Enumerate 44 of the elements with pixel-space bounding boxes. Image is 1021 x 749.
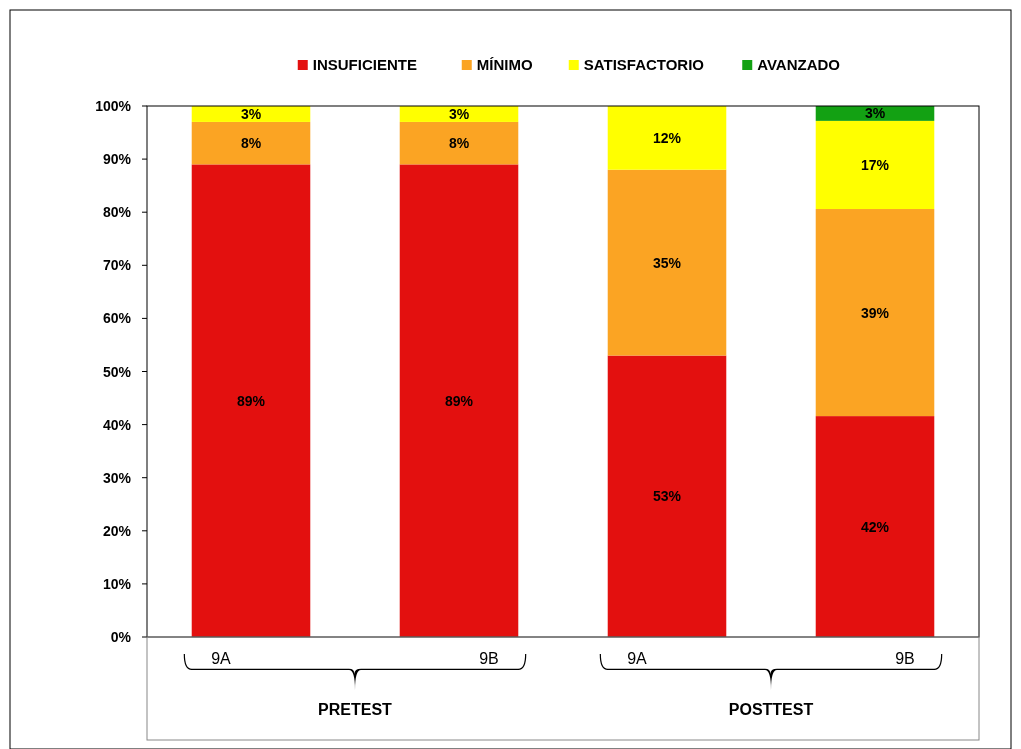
data-label: 89% <box>236 392 266 409</box>
bar <box>399 121 519 165</box>
bar <box>191 121 311 165</box>
y-tick-label: 60% <box>102 310 132 327</box>
bar <box>815 120 935 210</box>
bar <box>607 355 727 637</box>
bar <box>399 164 519 637</box>
data-label: 39% <box>860 304 890 321</box>
data-label: 8% <box>240 135 262 152</box>
bar <box>191 164 311 637</box>
y-tick-label: 80% <box>102 204 132 221</box>
text: PRETEST <box>318 701 393 718</box>
x-tick-label: 9A <box>627 650 648 667</box>
data-label: 17% <box>860 156 890 173</box>
data-label: 53% <box>652 488 682 505</box>
legend-label: MÍNIMO <box>476 56 533 73</box>
bar <box>815 416 935 637</box>
data-label: 35% <box>652 254 682 271</box>
y-tick-label: 10% <box>102 575 132 592</box>
data-label: 42% <box>860 518 890 535</box>
y-tick-label: 70% <box>102 257 132 274</box>
data-label: 89% <box>444 392 474 409</box>
legend-label: AVANZADO <box>757 56 841 73</box>
bar <box>607 169 727 356</box>
x-tick-label: 9B <box>479 650 499 667</box>
bar <box>815 209 935 417</box>
y-tick-label: 0% <box>110 629 132 645</box>
legend-label: SATISFACTORIO <box>583 56 705 73</box>
x-tick-label: 9B <box>895 650 915 667</box>
data-label: 3% <box>864 105 886 122</box>
y-tick-label: 30% <box>102 469 132 486</box>
y-tick-label: 90% <box>102 151 132 168</box>
x-tick-label: 9A <box>211 650 232 667</box>
y-tick-label: 40% <box>102 416 132 433</box>
data-label: 12% <box>652 129 682 146</box>
y-tick-label: 100% <box>95 98 132 114</box>
data-label: 3% <box>240 105 262 122</box>
text: POSTTEST <box>728 701 814 718</box>
legend-label: INSUFICIENTE <box>312 56 417 73</box>
y-tick-label: 50% <box>102 363 132 380</box>
data-label: 3% <box>448 105 470 122</box>
bar <box>607 106 727 170</box>
data-label: 8% <box>448 135 470 152</box>
y-tick-label: 20% <box>102 522 132 539</box>
